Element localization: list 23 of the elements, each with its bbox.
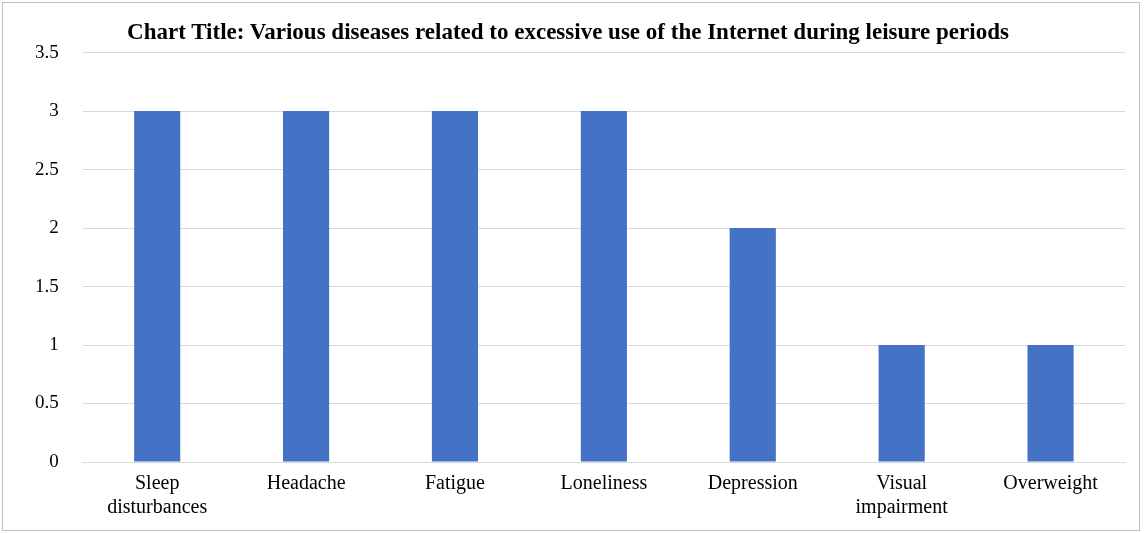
bar: [134, 111, 181, 462]
y-tick-label: 2: [49, 216, 59, 238]
x-tick-label: Visual impairment: [855, 471, 949, 519]
x-tick-label: Fatigue: [424, 471, 486, 495]
y-tick-label: 3.5: [35, 40, 59, 62]
y-tick-label: 0.5: [35, 391, 59, 413]
bar: [729, 228, 776, 462]
y-tick-label: 0: [49, 449, 59, 471]
x-tick-label: Overweight: [1003, 471, 1099, 495]
x-tick-label: Sleep disturbances: [107, 471, 208, 518]
bar: [283, 111, 330, 462]
bar: [431, 111, 479, 462]
chart-title: Chart Title: Various diseases related to excessive use of the Internet during leisure periods: [127, 18, 1009, 44]
y-tick-label: 3: [49, 99, 59, 121]
x-tick-label: Loneliness: [560, 471, 648, 494]
bar: [878, 345, 925, 462]
y-tick-label: 1.5: [35, 274, 59, 296]
bar: [580, 111, 627, 462]
x-tick-label: Headache: [266, 471, 346, 494]
y-tick-label: 2.5: [35, 157, 59, 179]
x-tick-label: Depression: [707, 471, 798, 495]
bar: [1027, 345, 1074, 462]
y-tick-label: 1: [49, 333, 59, 355]
